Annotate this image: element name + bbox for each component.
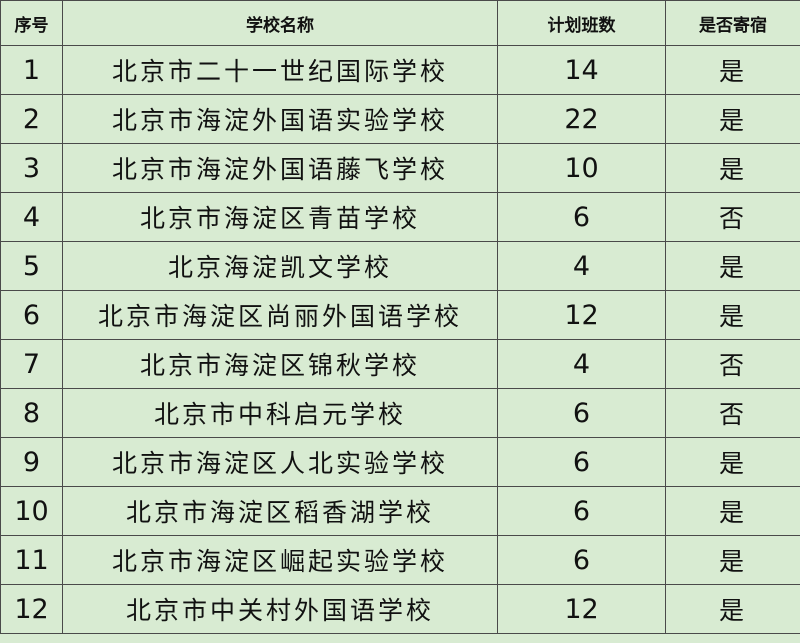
table-cell: 北京市海淀区崛起实验学校 (62, 535, 498, 585)
table-cell: 北京市海淀区人北实验学校 (62, 437, 498, 487)
table-cell: 6 (0, 290, 63, 340)
table-row: 11 北京市海淀区崛起实验学校 6 是 (0, 535, 800, 585)
table-cell: 12 (497, 290, 666, 340)
header-cell: 学校名称 (62, 0, 498, 46)
table-cell: 北京市海淀区青苗学校 (62, 192, 498, 242)
table-row: 4 北京市海淀区青苗学校 6 否 (0, 192, 800, 242)
header-cell: 计划班数 (497, 0, 666, 46)
table-cell: 6 (497, 437, 666, 487)
table-row: 7 北京市海淀区锦秋学校 4 否 (0, 339, 800, 389)
table-row: 6 北京市海淀区尚丽外国语学校 12 是 (0, 290, 800, 340)
table-cell: 10 (0, 486, 63, 536)
table-cell: 是 (665, 584, 800, 634)
table-cell: 是 (665, 486, 800, 536)
table-cell: 北京海淀凯文学校 (62, 241, 498, 291)
table-cell: 6 (497, 486, 666, 536)
table-row: 5 北京海淀凯文学校 4 是 (0, 241, 800, 291)
header-cell: 是否寄宿 (665, 0, 800, 46)
table-cell: 是 (665, 45, 800, 95)
table-cell: 北京市中科启元学校 (62, 388, 498, 438)
table-cell: 北京市海淀区尚丽外国语学校 (62, 290, 498, 340)
table-cell: 否 (665, 388, 800, 438)
table-cell: 是 (665, 437, 800, 487)
table-cell: 北京市海淀外国语藤飞学校 (62, 143, 498, 193)
table-cell: 4 (0, 192, 63, 242)
table-cell: 6 (497, 388, 666, 438)
table-cell: 北京市海淀区锦秋学校 (62, 339, 498, 389)
table-cell: 北京市二十一世纪国际学校 (62, 45, 498, 95)
table-cell: 9 (0, 437, 63, 487)
table-cell: 14 (497, 45, 666, 95)
table-row: 12 北京市中关村外国语学校 12 是 (0, 584, 800, 634)
table-cell: 北京市中关村外国语学校 (62, 584, 498, 634)
header-row: 序号 学校名称 计划班数 是否寄宿 (0, 0, 800, 46)
table-cell: 8 (0, 388, 63, 438)
table-cell: 6 (497, 192, 666, 242)
table-cell: 10 (497, 143, 666, 193)
table-cell: 是 (665, 94, 800, 144)
table-row: 9 北京市海淀区人北实验学校 6 是 (0, 437, 800, 487)
table-cell: 4 (497, 241, 666, 291)
table-row: 2 北京市海淀外国语实验学校 22 是 (0, 94, 800, 144)
table-cell: 是 (665, 290, 800, 340)
table-cell: 12 (0, 584, 63, 634)
table-row: 8 北京市中科启元学校 6 否 (0, 388, 800, 438)
table-cell: 4 (497, 339, 666, 389)
table-cell: 是 (665, 143, 800, 193)
table-cell: 12 (497, 584, 666, 634)
table-cell: 6 (497, 535, 666, 585)
header-cell: 序号 (0, 0, 63, 46)
table-cell: 2 (0, 94, 63, 144)
table-cell: 是 (665, 535, 800, 585)
table-cell: 7 (0, 339, 63, 389)
table-cell: 1 (0, 45, 63, 95)
table-row: 10 北京市海淀区稻香湖学校 6 是 (0, 486, 800, 536)
table-cell: 22 (497, 94, 666, 144)
table-cell: 否 (665, 192, 800, 242)
table-cell: 5 (0, 241, 63, 291)
table-row: 1 北京市二十一世纪国际学校 14 是 (0, 45, 800, 95)
table-body: 1 北京市二十一世纪国际学校 14 是 2 北京市海淀外国语实验学校 22 是 3 北京市海淀外国… (0, 45, 800, 634)
table-cell: 是 (665, 241, 800, 291)
table-cell: 北京市海淀外国语实验学校 (62, 94, 498, 144)
table-row: 3 北京市海淀外国语藤飞学校 10 是 (0, 143, 800, 193)
table-cell: 11 (0, 535, 63, 585)
table-cell: 北京市海淀区稻香湖学校 (62, 486, 498, 536)
table-cell: 否 (665, 339, 800, 389)
table-cell: 3 (0, 143, 63, 193)
